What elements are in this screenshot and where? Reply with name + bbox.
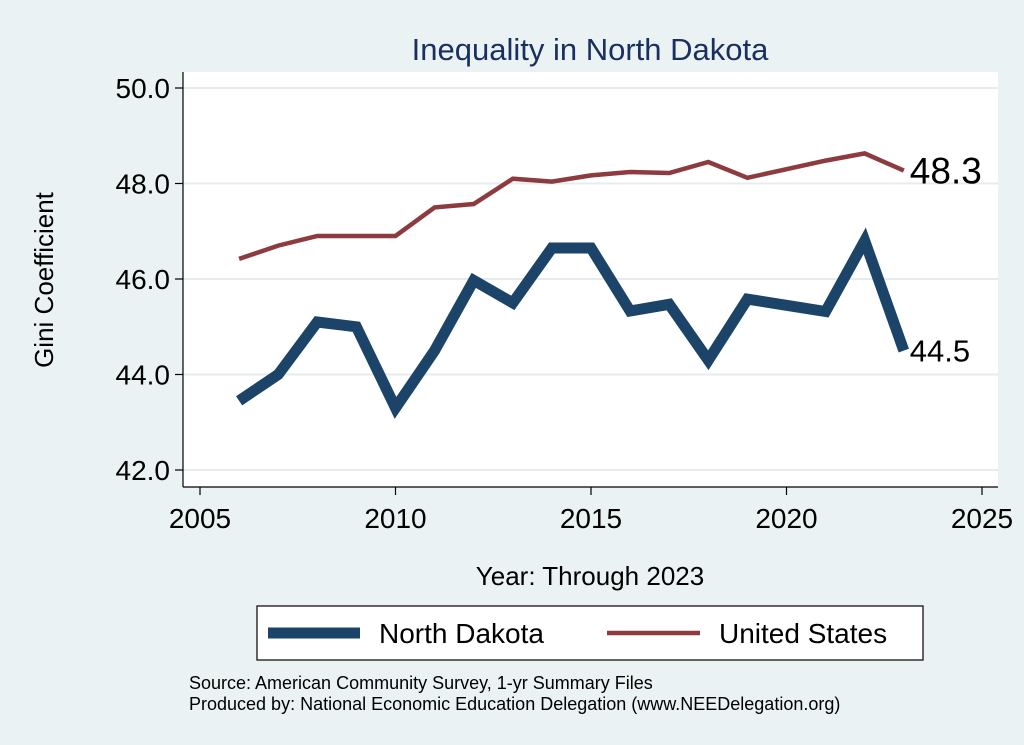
data-point-united-states — [862, 150, 868, 156]
y-tick-label: 46.0 — [116, 264, 171, 295]
x-tick-label: 2025 — [951, 503, 1013, 534]
data-point-north-dakota — [588, 245, 594, 251]
gridlines — [183, 87, 998, 471]
legend-label-north-dakota: North Dakota — [379, 618, 544, 649]
data-point-united-states — [666, 170, 672, 176]
data-point-north-dakota — [901, 348, 907, 354]
data-point-north-dakota — [549, 245, 555, 251]
legend-label-united-states: United States — [719, 618, 887, 649]
y-tick-label: 48.0 — [116, 169, 171, 200]
data-point-north-dakota — [627, 308, 633, 314]
data-point-north-dakota — [510, 300, 516, 306]
producer-note: Produced by: National Economic Education… — [189, 694, 840, 714]
y-tick-label: 50.0 — [116, 73, 171, 104]
data-point-united-states — [510, 176, 516, 182]
data-point-north-dakota — [353, 324, 359, 330]
end-labels: 44.5 48.3 — [910, 151, 982, 369]
legend-box — [256, 605, 924, 661]
end-label-north-dakota: 44.5 — [910, 334, 970, 369]
data-point-north-dakota — [862, 238, 868, 244]
data-point-united-states — [627, 169, 633, 175]
data-point-united-states — [471, 201, 477, 207]
data-point-united-states — [901, 168, 907, 174]
data-point-north-dakota — [744, 296, 750, 302]
chart-title: Inequality in North Dakota — [412, 32, 769, 67]
data-point-north-dakota — [275, 372, 281, 378]
x-tick-label: 2005 — [169, 503, 231, 534]
data-point-north-dakota — [314, 319, 320, 325]
data-point-united-states — [823, 158, 829, 164]
source-note: Source: American Community Survey, 1-yr … — [189, 673, 653, 693]
y-axis-title: Gini Coefficient — [29, 191, 59, 368]
x-tick-label: 2015 — [560, 503, 622, 534]
data-point-united-states — [432, 204, 438, 210]
x-axis-title: Year: Through 2023 — [476, 561, 704, 591]
data-point-united-states — [314, 233, 320, 239]
data-point-united-states — [236, 256, 242, 262]
series-lines — [236, 150, 909, 419]
data-point-united-states — [353, 233, 359, 239]
data-point-north-dakota — [236, 398, 242, 404]
x-tick-label: 2020 — [755, 503, 817, 534]
y-tick-label: 42.0 — [116, 455, 171, 486]
data-point-united-states — [588, 172, 594, 178]
data-point-united-states — [705, 159, 711, 165]
data-point-united-states — [744, 175, 750, 181]
data-point-north-dakota — [432, 348, 438, 354]
series-line-united-states — [238, 151, 905, 262]
data-point-united-states — [784, 166, 790, 172]
data-point-north-dakota — [393, 405, 399, 411]
axis-ticks: 42.0 44.0 46.0 48.0 50.0 2005 2010 2015 2020 2025 — [116, 73, 1014, 534]
data-point-north-dakota — [666, 301, 672, 307]
data-point-united-states — [549, 179, 555, 185]
x-tick-label: 2010 — [364, 503, 426, 534]
data-point-united-states — [275, 243, 281, 249]
legend: North Dakota United States — [256, 605, 924, 661]
data-point-north-dakota — [705, 357, 711, 363]
data-point-north-dakota — [471, 277, 477, 283]
data-point-north-dakota — [823, 308, 829, 314]
end-label-united-states: 48.3 — [910, 151, 982, 192]
y-tick-label: 44.0 — [116, 360, 171, 391]
series-line-north-dakota — [236, 227, 909, 419]
data-point-north-dakota — [784, 302, 790, 308]
data-point-united-states — [393, 233, 399, 239]
